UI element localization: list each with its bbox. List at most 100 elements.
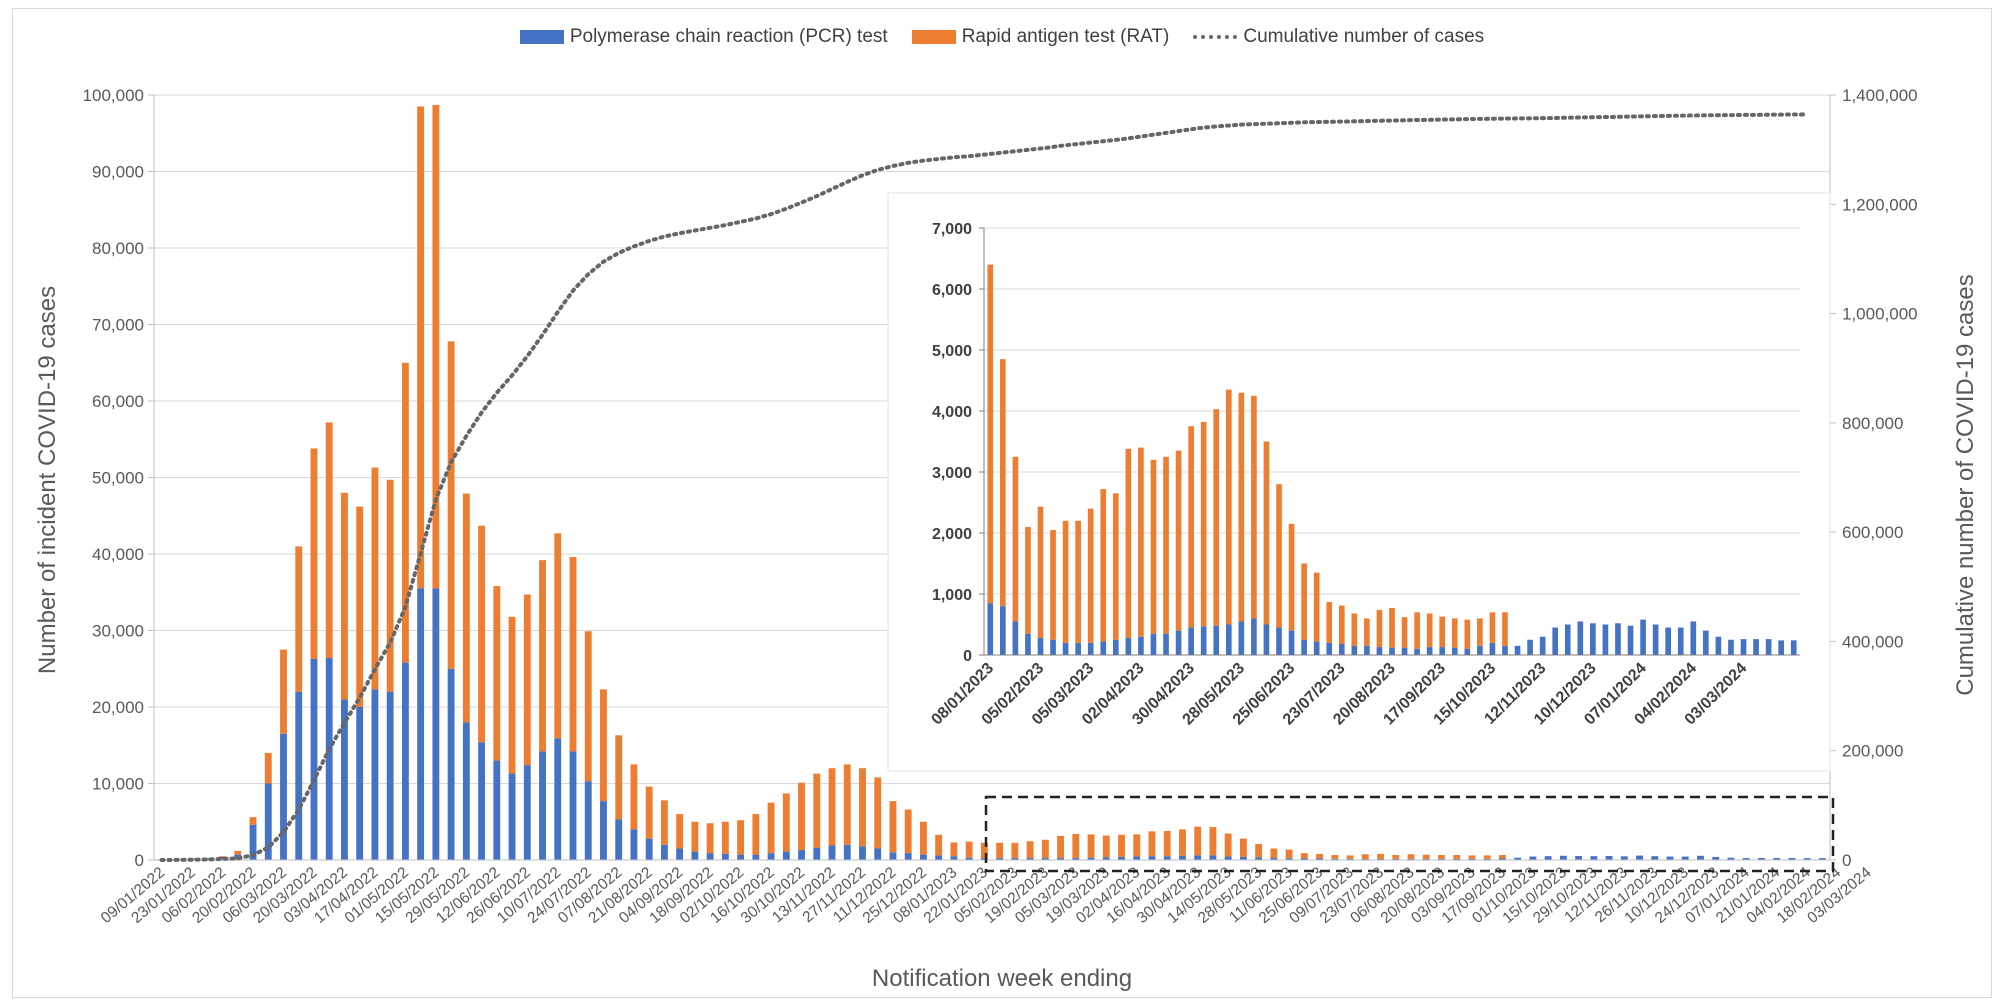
- main-y-tick-label: 40,000: [92, 545, 144, 564]
- main-bar-rat: [1270, 848, 1278, 859]
- inset-y-tick-label: 3,000: [932, 465, 972, 482]
- legend-item-cumulative: Cumulative number of cases: [1193, 26, 1484, 48]
- inset-bar-pcr: [1163, 633, 1169, 655]
- main-bar-pcr: [904, 853, 912, 860]
- inset-bar-rat: [1100, 489, 1107, 642]
- inset-bar-pcr: [1615, 623, 1621, 655]
- inset-bar-pcr: [1025, 633, 1031, 655]
- main-bar-pcr: [1620, 856, 1628, 860]
- main-y-tick-label: 100,000: [83, 86, 144, 105]
- main-bar-pcr: [1270, 858, 1278, 860]
- inset-bar-pcr: [1765, 639, 1772, 655]
- main-bar-pcr: [828, 845, 836, 860]
- main-bar-pcr: [1361, 858, 1369, 860]
- main-bar-rat: [645, 786, 653, 839]
- main-bar-rat: [1011, 842, 1019, 859]
- main-y2-tick-label: 0: [1842, 851, 1851, 870]
- main-bar-pcr: [1453, 858, 1461, 860]
- main-bar-pcr: [1011, 858, 1019, 860]
- main-bar-pcr: [1651, 856, 1659, 860]
- inset-bar-rat: [1225, 389, 1232, 625]
- main-bar-pcr: [1163, 856, 1171, 860]
- main-bar-pcr: [1224, 856, 1232, 860]
- main-bar-pcr: [1239, 856, 1247, 860]
- main-bar-pcr: [295, 691, 303, 860]
- inset-bar-pcr: [1313, 641, 1320, 655]
- main-bar-rat: [1346, 855, 1354, 859]
- main-bar-rat: [234, 850, 242, 855]
- inset-bar-pcr: [1075, 642, 1081, 655]
- main-y2-tick-label: 1,000,000: [1842, 305, 1918, 324]
- legend-label-rat: Rapid antigen test (RAT): [961, 26, 1170, 47]
- main-bar-rat: [478, 525, 486, 743]
- main-bar-rat: [1498, 855, 1506, 859]
- main-y-tick-label: 30,000: [92, 622, 144, 641]
- main-bar-pcr: [264, 783, 272, 860]
- inset-bar-pcr: [1590, 623, 1596, 655]
- main-bar-pcr: [935, 855, 943, 860]
- main-bar-pcr: [1255, 857, 1263, 860]
- main-bar-pcr: [1057, 858, 1064, 860]
- main-bar-rat: [1026, 841, 1034, 859]
- inset-bar-pcr: [1690, 621, 1697, 655]
- main-y-tick-label: 20,000: [92, 698, 144, 717]
- main-bar-rat: [280, 649, 287, 734]
- main-bar-pcr: [462, 722, 470, 860]
- main-bar-pcr: [1209, 855, 1217, 860]
- main-bar-rat: [584, 631, 592, 782]
- inset-bar-rat: [1502, 612, 1508, 646]
- main-bar-pcr: [1498, 858, 1506, 860]
- inset-bar-rat: [1389, 608, 1395, 648]
- main-bar-rat: [798, 782, 805, 851]
- main-bar-pcr: [386, 691, 394, 860]
- main-bar-rat: [1239, 838, 1247, 857]
- inset-bar-pcr: [1539, 636, 1546, 655]
- inset-bar-pcr: [1351, 645, 1358, 655]
- main-bar-rat: [889, 801, 897, 853]
- main-bar-rat: [1483, 855, 1491, 859]
- inset-y-tick-label: 0: [963, 648, 972, 665]
- main-bar-pcr: [1575, 856, 1583, 860]
- inset-bar-pcr: [1200, 626, 1207, 655]
- main-bar-pcr: [1803, 858, 1811, 860]
- main-bar-rat: [1057, 835, 1064, 859]
- inset-bar-pcr: [1677, 627, 1684, 655]
- main-bar-pcr: [782, 851, 790, 860]
- main-bar-rat: [249, 817, 257, 825]
- main-bar-rat: [813, 773, 821, 848]
- main-bar-pcr: [341, 699, 348, 860]
- main-bar-pcr: [1727, 857, 1735, 860]
- main-y2-tick-label: 1,400,000: [1842, 86, 1918, 105]
- main-bar-pcr: [539, 751, 546, 860]
- main-bar-pcr: [1377, 858, 1384, 860]
- main-bar-rat: [1179, 829, 1186, 856]
- main-bar-rat: [462, 493, 470, 723]
- main-bar-rat: [737, 820, 745, 855]
- main-bar-rat: [1041, 839, 1049, 859]
- legend-item-rat: Rapid antigen test (RAT): [911, 26, 1170, 48]
- inset-bar-pcr: [1364, 645, 1370, 655]
- main-bar-rat: [1407, 854, 1415, 859]
- main-bar-pcr: [447, 668, 455, 860]
- inset-bar-rat: [1000, 359, 1006, 607]
- main-cumulative-line: [159, 112, 1810, 862]
- main-bar-pcr: [1102, 857, 1110, 860]
- main-bar-rat: [600, 689, 607, 802]
- main-bar-pcr: [737, 854, 745, 860]
- inset-bar-pcr: [1477, 645, 1483, 655]
- inset-y-tick-label: 2,000: [932, 526, 972, 543]
- main-bar-rat: [1102, 835, 1110, 858]
- main-bar-pcr: [950, 856, 958, 860]
- main-bar-pcr: [1788, 858, 1796, 860]
- main-bar-pcr: [1636, 855, 1643, 860]
- inset-y-tick-label: 1,000: [932, 587, 972, 604]
- main-bar-rat: [310, 448, 318, 659]
- main-bar-rat: [1163, 830, 1171, 857]
- main-bar-rat: [1331, 855, 1339, 859]
- inset-bar-rat: [1464, 619, 1471, 649]
- main-bar-pcr: [508, 773, 516, 860]
- main-bar-rat: [386, 479, 394, 692]
- inset-bar-pcr: [1715, 636, 1722, 655]
- main-bar-pcr: [1392, 858, 1400, 860]
- main-bar-pcr: [1346, 858, 1354, 860]
